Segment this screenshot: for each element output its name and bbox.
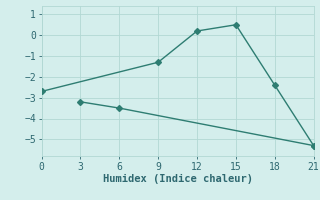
X-axis label: Humidex (Indice chaleur): Humidex (Indice chaleur)	[103, 174, 252, 184]
